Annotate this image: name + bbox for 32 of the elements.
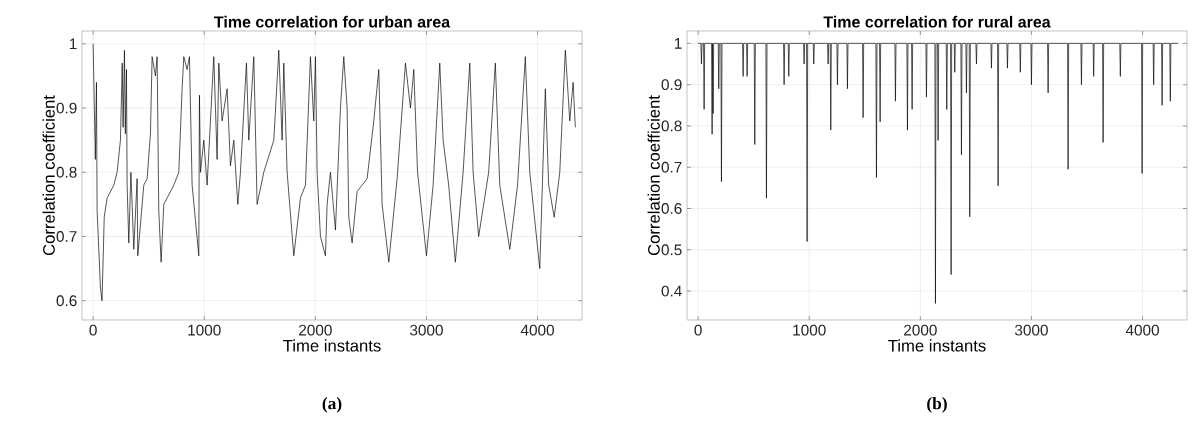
y-axis-title: Correlation coefficient	[647, 95, 660, 256]
y-axis-title: Correlation coefficient	[42, 95, 55, 256]
y-tick-label: 1	[69, 38, 77, 50]
x-tick-label: 2000	[904, 324, 937, 336]
y-tick-label: 0.7	[661, 161, 682, 173]
x-tick-label: 4000	[520, 324, 554, 336]
text: (b)	[927, 397, 947, 413]
y-tick-label: 0.9	[56, 102, 77, 114]
y-tick-label: 0.7	[56, 231, 77, 242]
x-tick-label: 4000	[1125, 324, 1159, 336]
x-tick-label: 0	[89, 324, 97, 336]
y-tick-label: 1	[674, 38, 682, 49]
chart-title: Time correlation for rural area	[823, 15, 1051, 28]
chart-title: Time correlation for urban area	[214, 15, 451, 28]
x-axis-title: Time instants	[283, 339, 381, 352]
x-tick-label: 1000	[188, 324, 221, 336]
y-tick-label: 0.5	[661, 244, 682, 256]
y-tick-label: 0.8	[661, 120, 682, 132]
line-series	[92, 43, 576, 302]
y-tick-label: 0.6	[661, 203, 682, 214]
x-tick-label: 2000	[299, 324, 332, 336]
x-tick-label: 1000	[793, 324, 826, 336]
x-tick-label: 3000	[1014, 324, 1048, 336]
y-tick-label: 0.9	[661, 79, 682, 91]
x-tick-label: 0	[694, 324, 702, 336]
y-tick-label: 0.4	[661, 285, 682, 297]
y-tick-label: 0.6	[56, 295, 77, 307]
y-tick-label: 0.8	[56, 166, 77, 178]
text: (a)	[322, 397, 342, 413]
x-tick-label: 3000	[409, 324, 443, 336]
line-series	[697, 43, 1179, 304]
x-axis-title: Time instants	[888, 339, 986, 352]
